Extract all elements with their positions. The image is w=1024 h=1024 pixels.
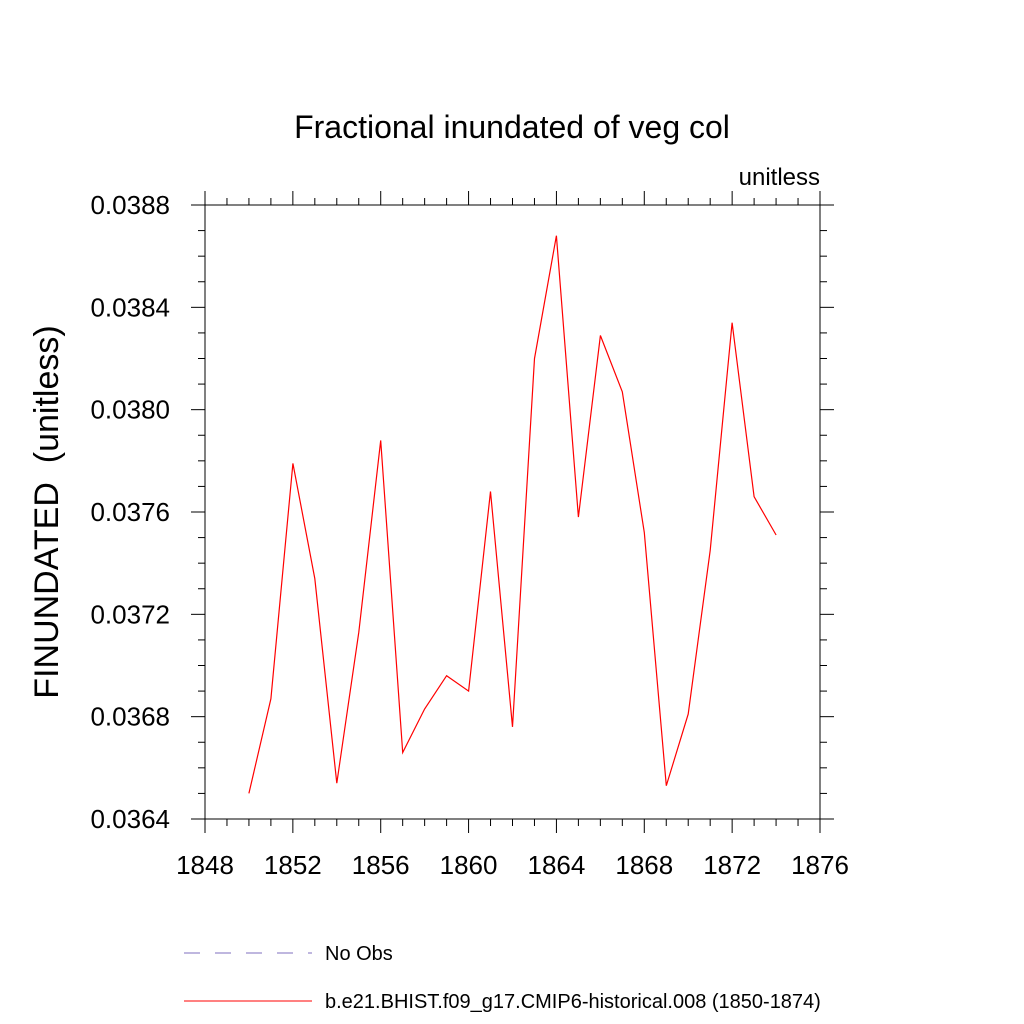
y-tick-label: 0.0384: [90, 292, 170, 322]
legend-label-model: b.e21.BHIST.f09_g17.CMIP6-historical.008…: [325, 991, 821, 1013]
x-tick-label: 1848: [176, 850, 234, 880]
series-line-0: [248, 235, 777, 794]
x-tick-label: 1860: [440, 850, 498, 880]
y-tick-label: 0.0364: [90, 804, 170, 834]
x-tick-label: 1876: [791, 850, 849, 880]
y-tick-label: 0.0380: [90, 395, 170, 425]
x-tick-label: 1872: [703, 850, 761, 880]
x-tick-label: 1852: [264, 850, 322, 880]
units-label: unitless: [739, 164, 820, 191]
y-tick-label: 0.0376: [90, 497, 170, 527]
y-tick-label: 0.0388: [90, 190, 170, 220]
chart-title: Fractional inundated of veg col: [294, 109, 730, 145]
series-layer: [248, 235, 777, 794]
y-tick-label: 0.0368: [90, 702, 170, 732]
x-tick-label: 1868: [615, 850, 673, 880]
legend-label-no-obs: No Obs: [325, 943, 393, 965]
y-tick-label: 0.0372: [90, 599, 170, 629]
x-tick-label: 1864: [528, 850, 586, 880]
x-tick-label: 1856: [352, 850, 410, 880]
axis-ticks: 1848 1852 1856 1860 1864 1868 1872 1876 0.0364 0.…: [90, 190, 848, 880]
y-axis-label: FINUNDATED (unitless): [28, 325, 66, 698]
legend: No Obs b.e21.BHIST.f09_g17.CMIP6-histori…: [184, 943, 821, 1013]
